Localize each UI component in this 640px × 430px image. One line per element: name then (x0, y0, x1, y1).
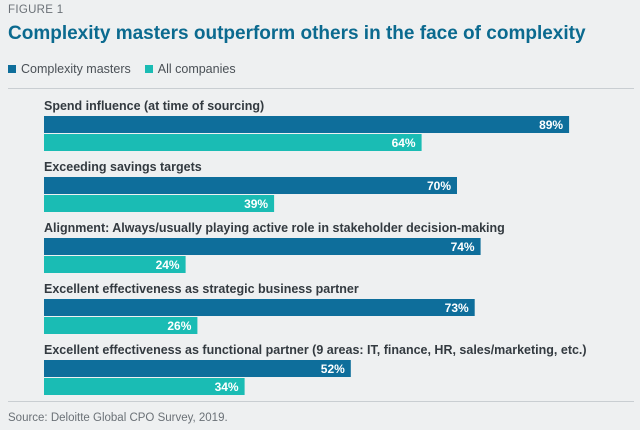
bar-value-label: 24% (156, 258, 180, 272)
legend: Complexity masters All companies (8, 62, 250, 76)
figure-label: FIGURE 1 (8, 4, 64, 16)
bar-value-label: 64% (392, 136, 416, 150)
source-note: Source: Deloitte Global CPO Survey, 2019… (8, 412, 228, 424)
legend-item-complexity-masters: Complexity masters (8, 62, 131, 76)
category-label: Spend influence (at time of sourcing) (44, 99, 264, 113)
bar-complexity-masters (44, 299, 475, 316)
category-label: Exceeding savings targets (44, 160, 202, 174)
bar-value-label: 52% (321, 362, 345, 376)
category-label: Alignment: Always/usually playing active… (44, 221, 505, 235)
bar-value-label: 89% (539, 118, 563, 132)
bar-value-label: 74% (451, 240, 475, 254)
bar-value-label: 73% (445, 301, 469, 315)
bar-complexity-masters (44, 238, 481, 255)
bar-complexity-masters (44, 360, 351, 377)
bar-complexity-masters (44, 177, 457, 194)
legend-item-all-companies: All companies (144, 62, 236, 76)
bar-all-companies (44, 378, 245, 395)
bar-value-label: 26% (167, 319, 191, 333)
chart-title: Complexity masters outperform others in … (8, 23, 586, 44)
bar-all-companies (44, 134, 422, 151)
bar-all-companies (44, 195, 275, 212)
bar-all-companies (44, 317, 198, 334)
category-label: Excellent effectiveness as strategic bus… (44, 282, 359, 296)
bar-value-label: 34% (215, 380, 239, 394)
bar-all-companies (44, 256, 186, 273)
bar-complexity-masters (44, 116, 570, 133)
legend-swatch-complexity-masters (8, 65, 16, 73)
legend-label-complexity-masters: Complexity masters (21, 62, 131, 76)
bar-value-label: 39% (244, 197, 268, 211)
bottom-divider (8, 401, 634, 402)
top-divider (8, 88, 634, 89)
bar-value-label: 70% (427, 179, 451, 193)
category-label: Excellent effectiveness as functional pa… (44, 343, 587, 357)
legend-label-all-companies: All companies (157, 62, 236, 76)
legend-swatch-all-companies (144, 65, 153, 73)
